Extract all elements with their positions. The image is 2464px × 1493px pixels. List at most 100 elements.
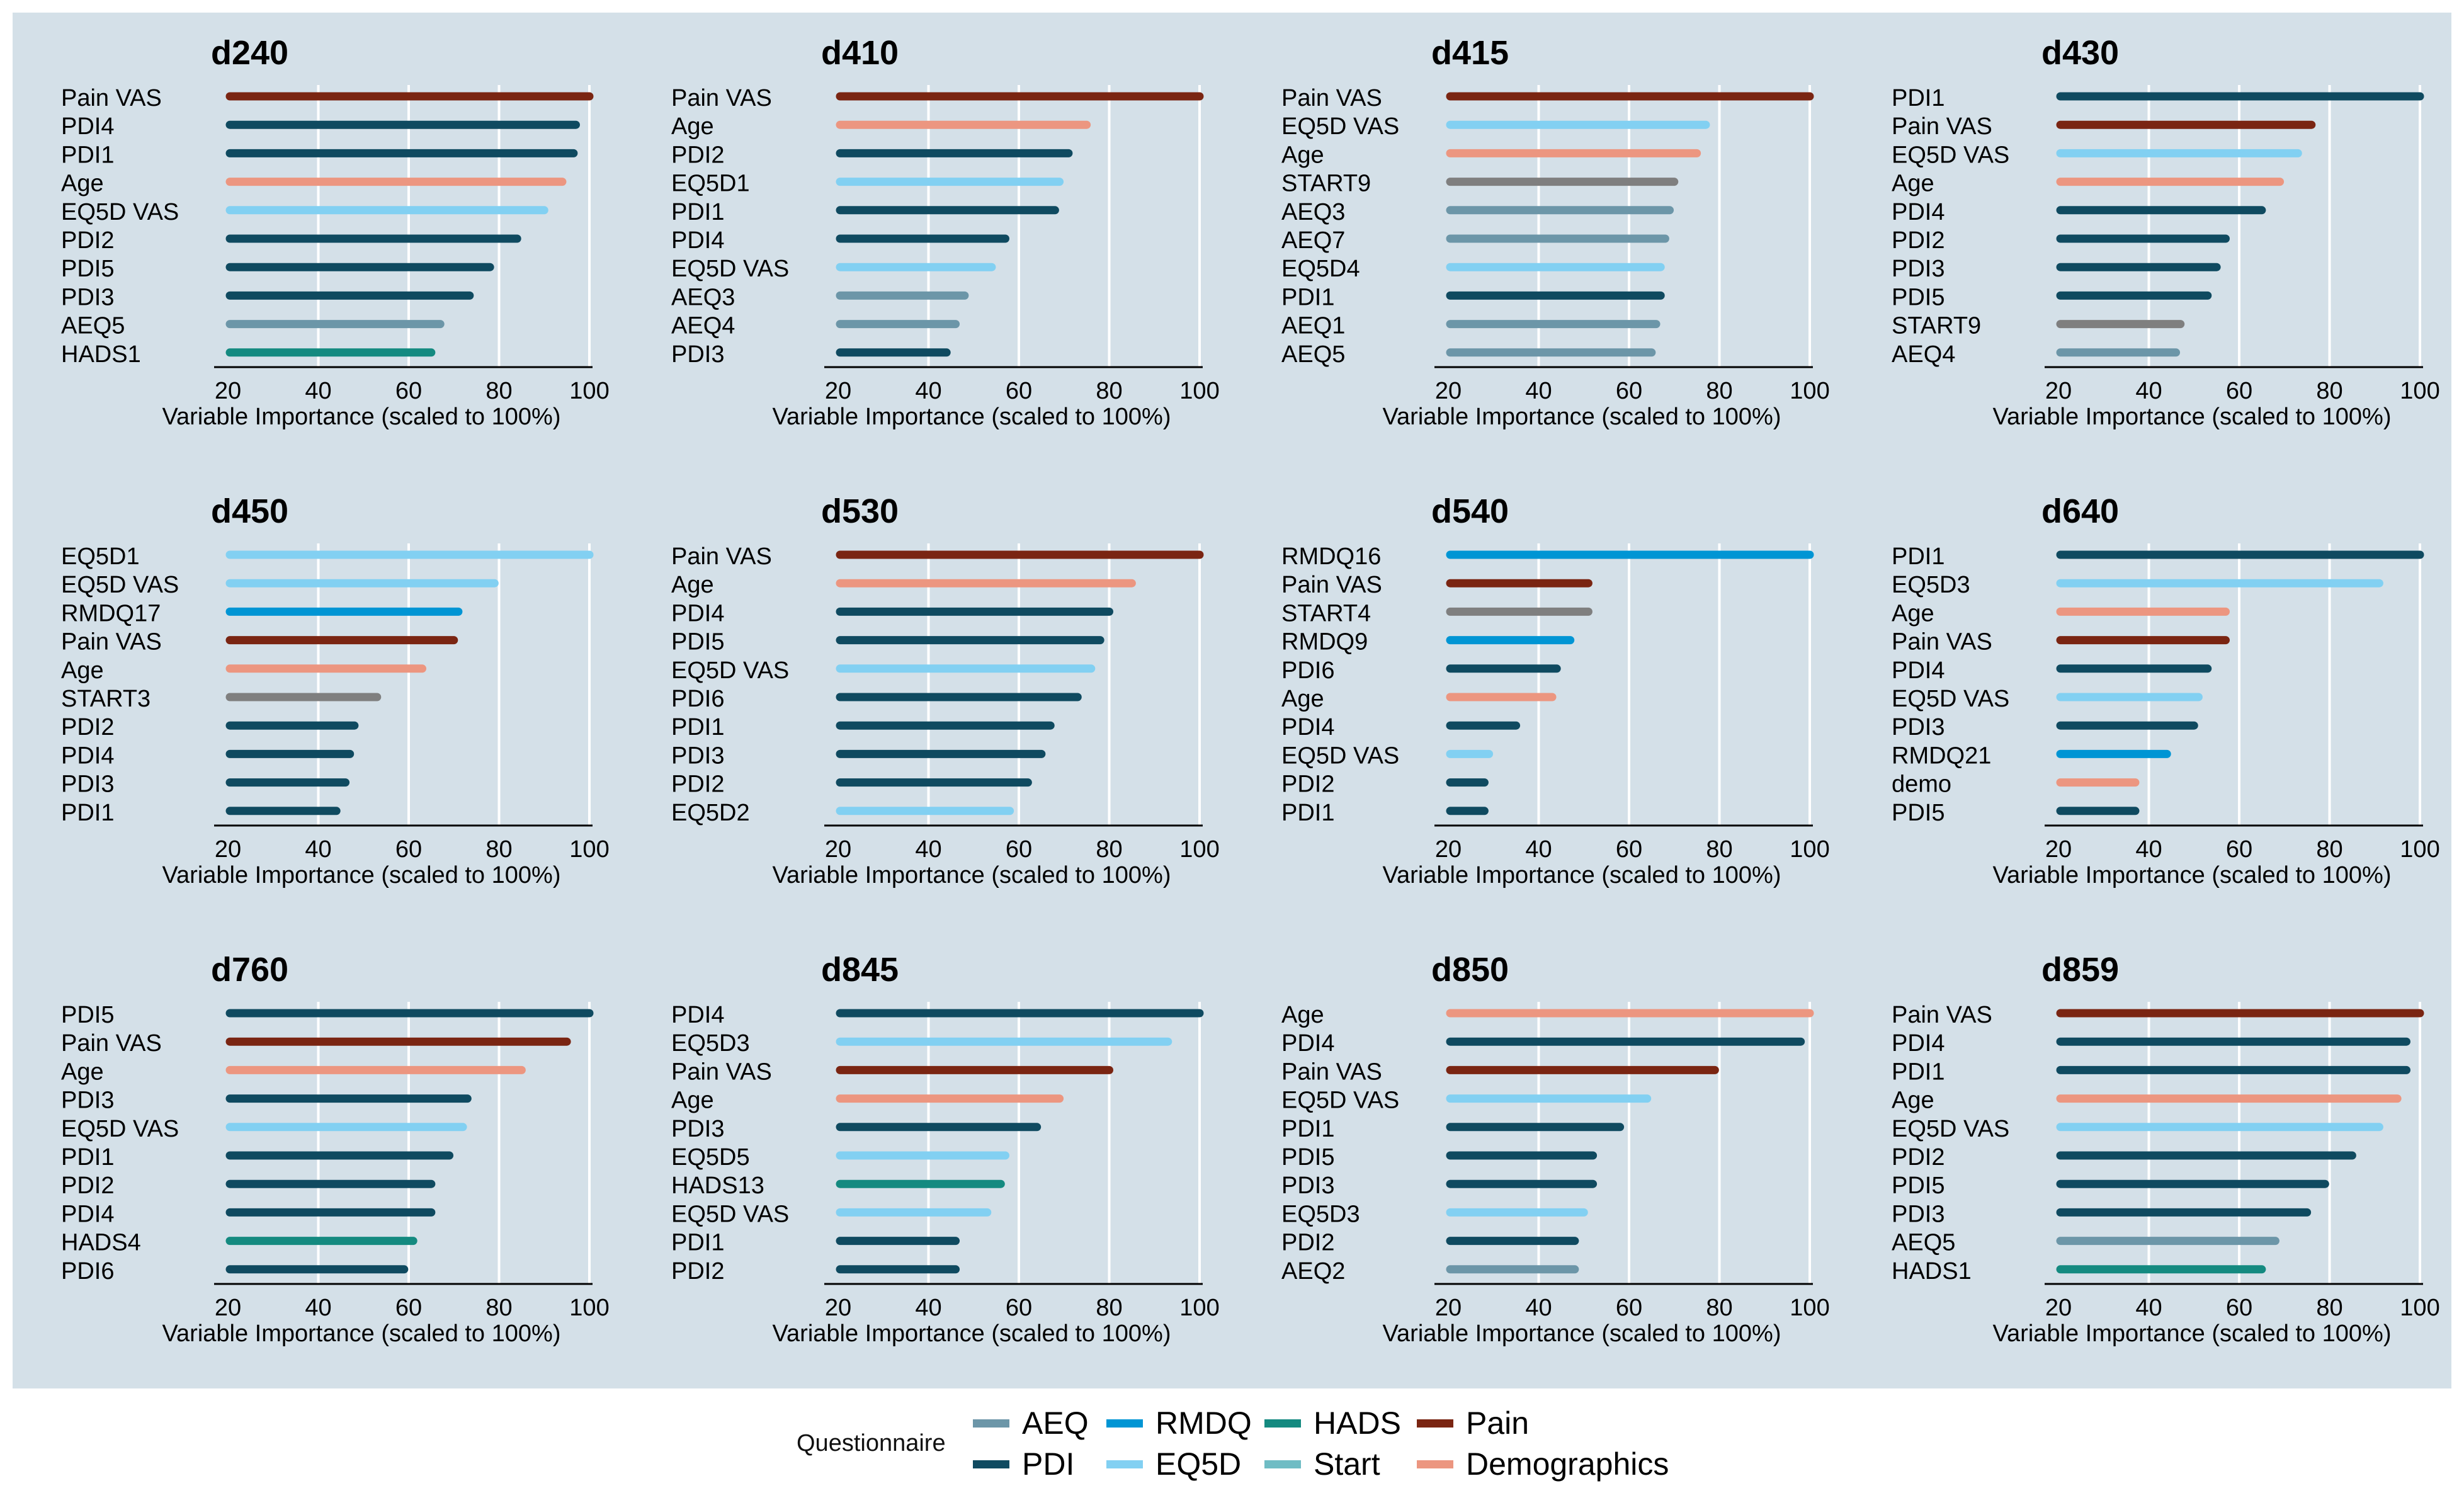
legend-item-aeq: AEQ — [973, 1405, 1089, 1441]
legend-label-demographics: Demographics — [1466, 1446, 1669, 1482]
tick-label-80: 80 — [1096, 1295, 1122, 1321]
category-label: PDI4 — [1281, 714, 1334, 741]
x-axis-title: Variable Importance (scaled to 100%) — [1383, 1320, 1781, 1347]
legend-swatch-eq5d — [1106, 1460, 1143, 1468]
category-label: PDI1 — [1892, 543, 1945, 570]
tick-label-80: 80 — [485, 378, 512, 404]
category-label: PDI6 — [671, 686, 724, 712]
category-label: Age — [671, 572, 714, 598]
tick-label-80: 80 — [2316, 836, 2342, 863]
category-label: EQ5D1 — [671, 171, 750, 197]
legend-label-hads: HADS — [1314, 1405, 1401, 1441]
panel-title: d760 — [211, 951, 288, 989]
panel-title: d850 — [1431, 951, 1509, 989]
legend-label-rmdq: RMDQ — [1155, 1405, 1252, 1441]
category-label: PDI4 — [61, 1201, 114, 1227]
tick-label-20: 20 — [215, 836, 241, 863]
category-label: EQ5D2 — [671, 800, 750, 826]
category-label: AEQ2 — [1281, 1258, 1345, 1285]
category-label: PDI6 — [1281, 657, 1334, 684]
category-label: Age — [61, 171, 104, 197]
x-axis-title: Variable Importance (scaled to 100%) — [1993, 404, 2392, 430]
x-axis-title: Variable Importance (scaled to 100%) — [773, 404, 1171, 430]
panel-title: d240 — [211, 34, 288, 72]
category-label: Age — [61, 657, 104, 684]
legend-title: Questionnaire — [797, 1430, 946, 1456]
tick-label-80: 80 — [1096, 378, 1122, 404]
tick-label-60: 60 — [1006, 1295, 1032, 1321]
legend-item-start: Start — [1264, 1446, 1380, 1482]
tick-label-40: 40 — [305, 836, 331, 863]
category-label: PDI3 — [61, 1087, 114, 1114]
tick-label-100: 100 — [569, 836, 609, 863]
tick-label-60: 60 — [2226, 1295, 2252, 1321]
tick-label-60: 60 — [1006, 836, 1032, 863]
tick-label-40: 40 — [915, 378, 941, 404]
category-label: PDI3 — [671, 341, 724, 368]
x-axis-title: Variable Importance (scaled to 100%) — [162, 862, 561, 888]
x-axis-title: Variable Importance (scaled to 100%) — [1993, 1320, 2392, 1347]
legend-swatch-hads — [1264, 1419, 1301, 1428]
category-label: HADS1 — [1892, 1258, 1972, 1285]
category-label: EQ5D5 — [671, 1144, 750, 1171]
category-label: Pain VAS — [1281, 1059, 1382, 1085]
category-label: HADS4 — [61, 1230, 141, 1256]
category-label: PDI2 — [671, 771, 724, 798]
category-label: AEQ4 — [671, 313, 735, 339]
category-label: AEQ5 — [1281, 341, 1345, 368]
tick-label-40: 40 — [2135, 836, 2162, 863]
tick-label-100: 100 — [2400, 378, 2439, 404]
category-label: Pain VAS — [1892, 1002, 1992, 1028]
panel-title: d450 — [211, 492, 288, 530]
x-axis-title: Variable Importance (scaled to 100%) — [162, 1320, 561, 1347]
x-axis-title: Variable Importance (scaled to 100%) — [773, 862, 1171, 888]
category-label: AEQ7 — [1281, 227, 1345, 254]
category-label: EQ5D VAS — [61, 572, 179, 598]
category-label: EQ5D VAS — [61, 1116, 179, 1142]
category-label: Age — [1892, 1087, 1934, 1114]
category-label: PDI2 — [61, 227, 114, 254]
category-label: PDI5 — [61, 256, 114, 282]
category-label: AEQ3 — [671, 284, 735, 310]
category-label: EQ5D1 — [61, 543, 140, 570]
category-label: PDI1 — [671, 199, 724, 225]
tick-label-100: 100 — [1179, 836, 1219, 863]
tick-label-100: 100 — [569, 1295, 609, 1321]
category-label: PDI2 — [1892, 227, 1945, 254]
legend-item-pain: Pain — [1417, 1405, 1529, 1441]
category-label: Age — [1281, 1002, 1324, 1028]
legend-label-pdi: PDI — [1022, 1446, 1075, 1482]
category-label: EQ5D VAS — [1892, 1116, 2009, 1142]
tick-label-40: 40 — [2135, 378, 2162, 404]
category-label: PDI4 — [1892, 1030, 1945, 1057]
legend-swatch-start — [1264, 1460, 1301, 1468]
legend-swatch-demographics — [1417, 1460, 1453, 1468]
tick-label-100: 100 — [569, 378, 609, 404]
tick-label-40: 40 — [305, 378, 331, 404]
category-label: PDI4 — [1281, 1030, 1334, 1057]
tick-label-80: 80 — [485, 836, 512, 863]
category-label: EQ5D3 — [1892, 572, 1970, 598]
legend-swatch-rmdq — [1106, 1419, 1143, 1428]
tick-label-20: 20 — [2045, 378, 2072, 404]
tick-label-60: 60 — [395, 1295, 422, 1321]
category-label: PDI5 — [61, 1002, 114, 1028]
category-label: PDI5 — [1892, 800, 1945, 826]
category-label: PDI4 — [671, 600, 724, 627]
tick-label-20: 20 — [2045, 1295, 2072, 1321]
category-label: demo — [1892, 771, 1951, 798]
category-label: PDI2 — [1892, 1144, 1945, 1171]
panel-title: d640 — [2041, 492, 2119, 530]
tick-label-80: 80 — [1706, 836, 1732, 863]
legend-item-pdi: PDI — [973, 1446, 1074, 1482]
category-label: PDI1 — [1281, 284, 1334, 310]
tick-label-20: 20 — [215, 378, 241, 404]
category-label: AEQ3 — [1281, 199, 1345, 225]
tick-label-100: 100 — [2400, 836, 2439, 863]
tick-label-40: 40 — [1525, 1295, 1552, 1321]
